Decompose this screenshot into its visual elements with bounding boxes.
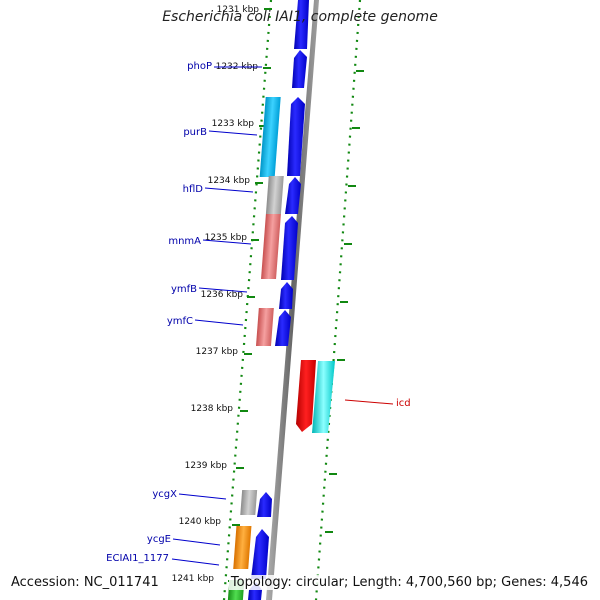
accession-text: Accession: NC_011741 — [9, 575, 161, 590]
kbp-label: 1233 kbp — [212, 119, 255, 129]
reverse-feature-track — [227, 97, 284, 600]
genome-title: Escherichia coli IAI1, complete genome — [162, 9, 438, 25]
gene-label-phoP[interactable]: phoP — [187, 61, 212, 72]
gene-feature[interactable] — [251, 529, 269, 579]
gene-feature[interactable] — [312, 361, 335, 433]
gene-label-ECIAI1_1177[interactable]: ECIAI1_1177 — [106, 553, 169, 564]
kbp-label: 1231 kbp — [217, 5, 260, 15]
gene-feature[interactable] — [233, 526, 252, 569]
forward-cds-track — [248, 0, 309, 600]
kbp-label: 1235 kbp — [205, 233, 248, 243]
kbp-label: 1239 kbp — [185, 461, 228, 471]
gene-feature[interactable] — [281, 216, 298, 280]
gene-feature[interactable] — [279, 282, 293, 309]
kbp-label: 1236 kbp — [201, 290, 244, 300]
gene-label-hflD[interactable]: hflD — [183, 184, 204, 195]
gene-feature[interactable] — [259, 97, 281, 177]
gene-feature[interactable] — [257, 492, 272, 517]
right-ring-ticks — [325, 70, 364, 533]
gene-label-purB[interactable]: purB — [183, 127, 207, 138]
gene-label-ymfC[interactable]: ymfC — [167, 316, 193, 327]
topology-text: Topology: circular; Length: 4,700,560 bp… — [228, 575, 590, 590]
icd-leader — [344, 399, 394, 405]
gene-label-leaders — [171, 66, 262, 566]
gene-label-ymfB[interactable]: ymfB — [171, 284, 197, 295]
gene-feature[interactable] — [287, 97, 305, 176]
outer-ring-right — [314, 0, 362, 600]
genome-backbone — [266, 0, 319, 600]
gene-feature[interactable] — [265, 176, 284, 214]
gene-feature[interactable] — [261, 214, 281, 279]
kbp-label: 1237 kbp — [196, 347, 239, 357]
gene-feature[interactable] — [296, 360, 316, 432]
gene-feature[interactable] — [292, 50, 307, 88]
gene-feature[interactable] — [285, 177, 301, 214]
kbp-label: 1241 kbp — [172, 574, 215, 584]
kbp-label: 1238 kbp — [191, 404, 234, 414]
gene-label-ycgE[interactable]: ycgE — [147, 534, 171, 545]
gene-label-ycgX[interactable]: ycgX — [152, 489, 177, 500]
gene-labels: phoP purB hflD mnmA ymfB ymfC icd ycgX y… — [106, 61, 410, 564]
gene-feature[interactable] — [255, 308, 274, 346]
kbp-label: 1240 kbp — [179, 517, 222, 527]
gene-label-icd[interactable]: icd — [396, 398, 411, 409]
gene-feature[interactable] — [240, 490, 258, 515]
gene-feature[interactable] — [275, 310, 291, 346]
gene-feature[interactable] — [294, 0, 309, 49]
kbp-label: 1234 kbp — [208, 176, 251, 186]
icd-feature-group — [296, 360, 335, 433]
gene-label-mnmA[interactable]: mnmA — [168, 236, 201, 247]
